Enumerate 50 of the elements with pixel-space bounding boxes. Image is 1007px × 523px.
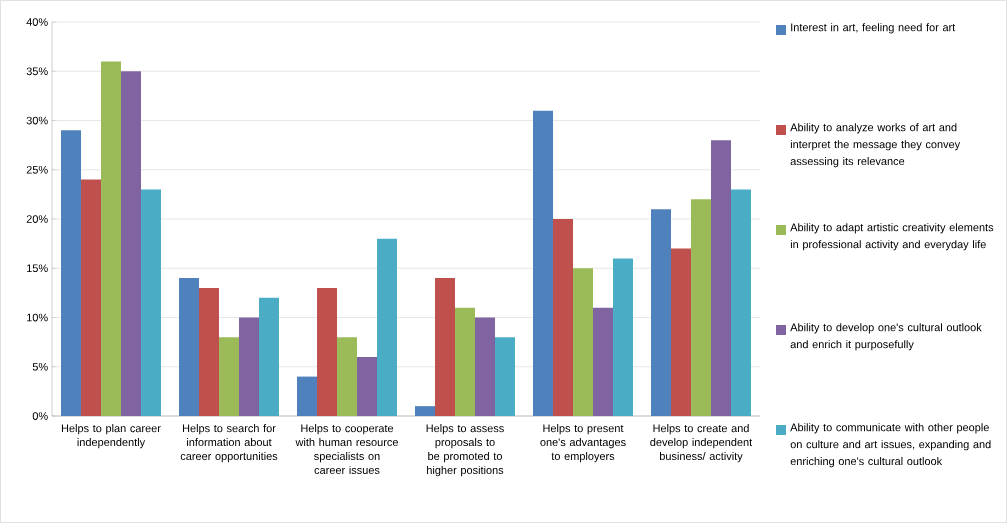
bar (199, 287, 219, 416)
bar (593, 307, 613, 416)
legend-label: Ability to communicate with other people on culture and art issues, expanding and enriching one's cultural outlook (790, 423, 991, 468)
bar (337, 337, 357, 416)
x-tick-label: Helps to assess proposals to be promoted to higher positions (426, 424, 504, 477)
bar (121, 71, 141, 416)
y-tick-label: 35% (26, 67, 48, 76)
bar (573, 268, 593, 416)
bar (495, 337, 515, 416)
bar (317, 287, 337, 416)
bar (475, 317, 495, 416)
bar (101, 61, 121, 416)
y-tick-label: 10% (27, 313, 48, 322)
y-tick-label: 25% (26, 165, 48, 174)
y-tick-label: 40% (26, 18, 48, 26)
bar (141, 189, 161, 416)
bar (731, 189, 751, 416)
y-tick-label: 5% (32, 362, 48, 371)
bar (357, 356, 377, 416)
y-tick-label: 15% (27, 264, 48, 273)
x-tick-label: Helps to plan career independently (61, 424, 161, 449)
bar (651, 209, 671, 416)
x-tick-label: Helps to present one's advantages to employers (540, 424, 626, 463)
bar (61, 130, 81, 416)
x-tick-label: Helps to cooperate with human resource specialists on career issues (295, 424, 398, 474)
y-tick-label: 0% (32, 412, 48, 420)
bar (533, 110, 553, 416)
bar (613, 258, 633, 416)
bar (219, 337, 239, 416)
bar (297, 376, 317, 416)
bar (179, 278, 199, 416)
legend-label: Ability to adapt artistic creativity elements in professional activity and everyday life (790, 223, 994, 251)
bar (239, 317, 259, 416)
legend-label: Ability to develop one's cultural outlook and enrich it purposefully (790, 323, 982, 351)
bar (671, 248, 691, 416)
legend-label: Ability to analyze works of art and interpret the message they convey assessing its relevance (790, 123, 961, 168)
bar (377, 238, 397, 416)
y-tick-label: 30% (26, 116, 48, 125)
bar (81, 179, 101, 416)
bar (711, 140, 731, 416)
bar (691, 199, 711, 416)
x-tick-label: Helps to create and develop independent business/ activity (650, 424, 753, 463)
bar (455, 307, 475, 416)
legend-label: Interest in art, feeling need for art (791, 23, 956, 34)
bar (259, 297, 279, 416)
bar (415, 406, 435, 416)
x-tick-label: Helps to search for information about career opportunities (180, 424, 278, 463)
y-tick-label: 20% (26, 215, 48, 223)
bar (435, 278, 455, 416)
bar (553, 219, 573, 416)
